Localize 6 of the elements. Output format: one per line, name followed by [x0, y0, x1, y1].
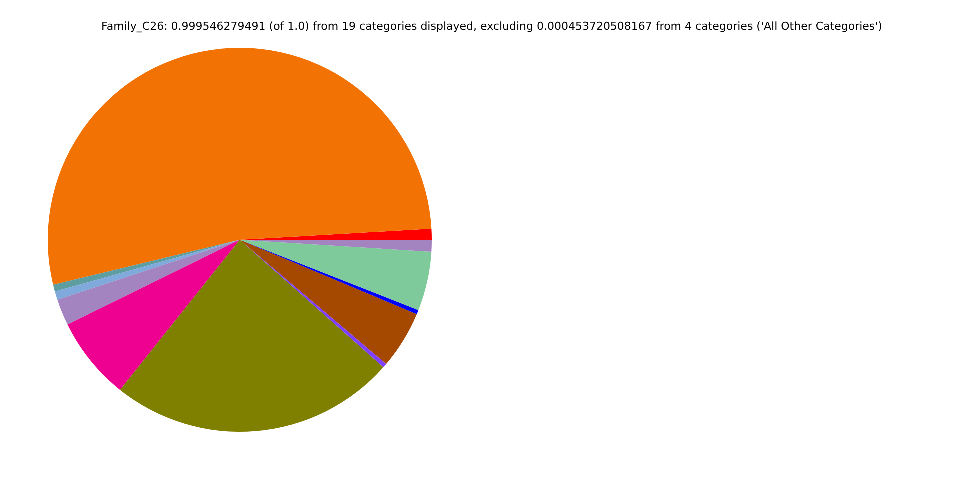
pie-slice: [58, 240, 240, 325]
pie-slice: [240, 240, 418, 364]
pie-slice: [68, 240, 240, 390]
pie-slice: [48, 48, 432, 285]
text: Family_C26: 0.999546279491 (of 1.0) from 19 categories displayed, excluding 0.000453720508167 from 4 categories ('All Other Categories'): [102, 20, 882, 33]
pie-slice: [120, 240, 384, 432]
